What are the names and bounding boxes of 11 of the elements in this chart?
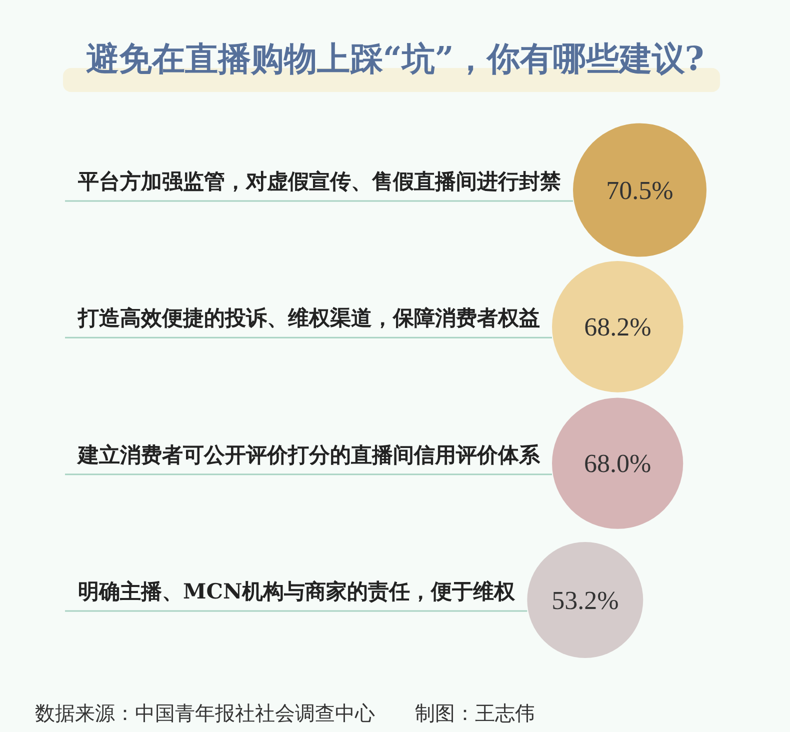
- category-label: 打造高效便捷的投诉、维权渠道，保障消费者权益: [77, 305, 540, 330]
- data-label: 53.2%: [552, 586, 619, 615]
- text: 制图：王志伟: [415, 701, 535, 725]
- data-label: 68.0%: [584, 449, 652, 478]
- text: 避免在直播购物上踩“坑”，你有哪些建议?: [84, 38, 706, 80]
- data-label: 70.5%: [606, 176, 674, 205]
- category-label: 明确主播、MCN机构与商家的责任，便于维权: [78, 578, 516, 604]
- category-label: 平台方加强监管，对虚假宣传、售假直播间进行封禁: [77, 168, 562, 194]
- category-label: 建立消费者可公开评价打分的直播间信用评价体系: [76, 442, 541, 467]
- data-label: 68.2%: [584, 312, 652, 342]
- source-note: 数据来源：中国青年报社社会调查中心: [35, 701, 375, 725]
